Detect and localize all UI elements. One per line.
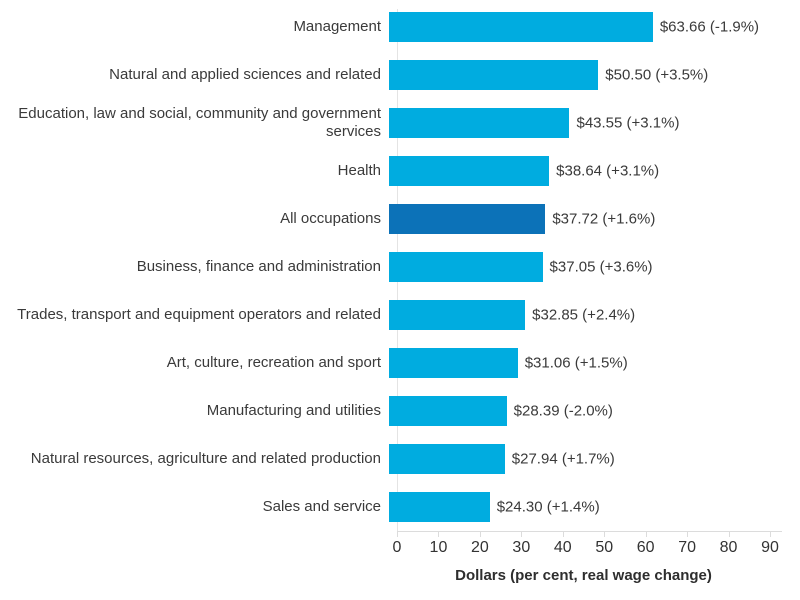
chart-row: Natural resources, agriculture and relat… — [0, 435, 800, 483]
x-axis-tick — [645, 531, 647, 537]
chart-row: Natural and applied sciences and related… — [0, 51, 800, 99]
x-axis-tick — [687, 531, 689, 537]
bar-track: $50.50 (+3.5%) — [389, 60, 762, 90]
category-label: All occupations — [280, 209, 381, 227]
bar — [389, 204, 546, 234]
category-label: Health — [337, 161, 381, 179]
value-label: $24.30 (+1.4%) — [496, 498, 600, 516]
bar — [389, 492, 490, 522]
bar — [389, 396, 507, 426]
category-label: Natural and applied sciences and related — [109, 65, 381, 83]
bar — [389, 108, 570, 138]
x-axis-tick — [604, 531, 606, 537]
x-axis: 0 10 20 30 40 50 60 70 80 90 — [0, 531, 800, 557]
category-label: Sales and service — [262, 497, 381, 515]
category-label: Trades, transport and equipment operator… — [17, 305, 381, 323]
value-label: $28.39 (-2.0%) — [513, 402, 613, 420]
bar-track: $28.39 (-2.0%) — [389, 396, 762, 426]
bar-track: $31.06 (+1.5%) — [389, 348, 762, 378]
bar-track: $27.94 (+1.7%) — [389, 444, 762, 474]
axis-spacer — [0, 567, 397, 584]
x-axis-tick-label: 90 — [761, 539, 779, 556]
bar — [389, 12, 653, 42]
value-label: $38.64 (+3.1%) — [556, 162, 660, 180]
chart-row: Art, culture, recreation and sport $31.0… — [0, 339, 800, 387]
category-label: Art, culture, recreation and sport — [166, 353, 381, 371]
x-axis-tick-label: 10 — [429, 539, 448, 556]
bar-track: $37.05 (+3.6%) — [389, 252, 762, 282]
bar-track: $43.55 (+3.1%) — [389, 108, 762, 138]
chart-row: Education, law and social, community and… — [0, 99, 800, 147]
x-axis-tick — [770, 531, 771, 537]
x-axis-title: Dollars (per cent, real wage change) — [455, 567, 712, 584]
x-axis-tick-label: 70 — [678, 539, 697, 556]
category-label: Education, law and social, community and… — [18, 104, 381, 140]
chart-row: Health $38.64 (+3.1%) — [0, 147, 800, 195]
bar — [389, 300, 526, 330]
x-axis-tick-label: 40 — [553, 539, 572, 556]
bar — [389, 156, 550, 186]
x-axis-tick — [521, 531, 523, 537]
value-label: $43.55 (+3.1%) — [576, 114, 680, 132]
bar — [389, 60, 599, 90]
chart-row: Business, finance and administration $37… — [0, 243, 800, 291]
value-label: $37.05 (+3.6%) — [549, 258, 653, 276]
x-axis-tick-label: 60 — [636, 539, 655, 556]
x-axis-tick — [397, 531, 398, 537]
x-axis-tick-label: 50 — [595, 539, 614, 556]
x-axis-tick-label: 20 — [470, 539, 489, 556]
value-label: $32.85 (+2.4%) — [532, 306, 636, 324]
bar — [389, 444, 505, 474]
x-axis-ticks: 0 10 20 30 40 50 60 70 80 90 — [393, 531, 782, 557]
bar-track: $63.66 (-1.9%) — [389, 12, 762, 42]
chart-row: Manufacturing and utilities $28.39 (-2.0… — [0, 387, 800, 435]
bar-track: $32.85 (+2.4%) — [389, 300, 762, 330]
bar-track: $37.72 (+1.6%) — [389, 204, 762, 234]
value-label: $27.94 (+1.7%) — [511, 450, 615, 468]
x-axis-tick — [562, 531, 564, 537]
x-axis-title-row: Dollars (per cent, real wage change) — [0, 567, 800, 584]
value-label: $63.66 (-1.9%) — [659, 18, 760, 36]
category-label: Management — [293, 17, 381, 35]
x-axis-line — [397, 531, 782, 532]
x-axis-tick-label: 0 — [392, 539, 402, 556]
axis-spacer — [0, 531, 397, 557]
value-label: $37.72 (+1.6%) — [552, 210, 656, 228]
category-label: Natural resources, agriculture and relat… — [30, 449, 381, 467]
x-axis-tick — [479, 531, 481, 537]
x-axis-tick-label: 80 — [719, 539, 738, 556]
chart-row: All occupations $37.72 (+1.6%) — [0, 195, 800, 243]
category-label: Business, finance and administration — [136, 257, 381, 275]
value-label: $31.06 (+1.5%) — [524, 354, 628, 372]
chart-row: Sales and service $24.30 (+1.4%) — [0, 483, 800, 531]
chart-plot-area: Management $63.66 (-1.9%) Natural and ap… — [0, 3, 800, 531]
category-label: Manufacturing and utilities — [206, 401, 381, 419]
chart-row: Trades, transport and equipment operator… — [0, 291, 800, 339]
x-axis-tick — [728, 531, 730, 537]
bar — [389, 348, 518, 378]
bar-track: $24.30 (+1.4%) — [389, 492, 762, 522]
x-axis-tick — [438, 531, 440, 537]
bar-track: $38.64 (+3.1%) — [389, 156, 762, 186]
bar — [389, 252, 543, 282]
x-axis-tick-label: 30 — [512, 539, 531, 556]
chart-row: Management $63.66 (-1.9%) — [0, 3, 800, 51]
value-label: $50.50 (+3.5%) — [605, 66, 709, 84]
